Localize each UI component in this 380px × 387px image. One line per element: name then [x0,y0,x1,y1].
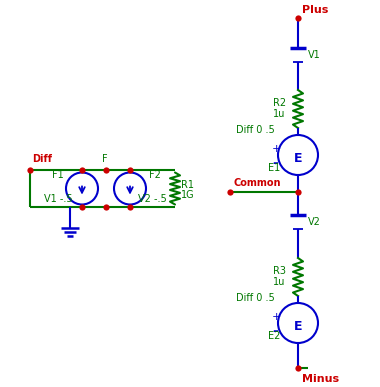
Text: R2: R2 [273,98,286,108]
Text: -: - [272,156,278,170]
Text: 1u: 1u [273,277,285,287]
Text: Common: Common [233,178,280,188]
Text: Diff 0 .5: Diff 0 .5 [236,293,275,303]
Text: V1 -.5: V1 -.5 [44,194,73,204]
Text: Diff: Diff [32,154,52,164]
Text: 1G: 1G [181,190,195,200]
Text: E: E [294,151,302,164]
Text: 1u: 1u [273,109,285,119]
Text: V2: V2 [308,217,321,227]
Text: +: + [272,312,281,322]
Text: E: E [294,320,302,332]
Text: V1: V1 [308,50,321,60]
Text: E2: E2 [268,331,280,341]
Text: +: + [272,144,281,154]
Text: R1: R1 [181,180,194,190]
Text: Diff 0 .5: Diff 0 .5 [236,125,275,135]
Text: E1: E1 [268,163,280,173]
Text: Minus: Minus [302,374,339,384]
Text: F: F [102,154,108,164]
Text: V2 -.5: V2 -.5 [138,194,167,204]
Text: -: - [272,324,278,338]
Text: Plus: Plus [302,5,328,15]
Text: F2: F2 [149,170,161,180]
Text: F1: F1 [52,170,64,180]
Text: R3: R3 [273,266,286,276]
